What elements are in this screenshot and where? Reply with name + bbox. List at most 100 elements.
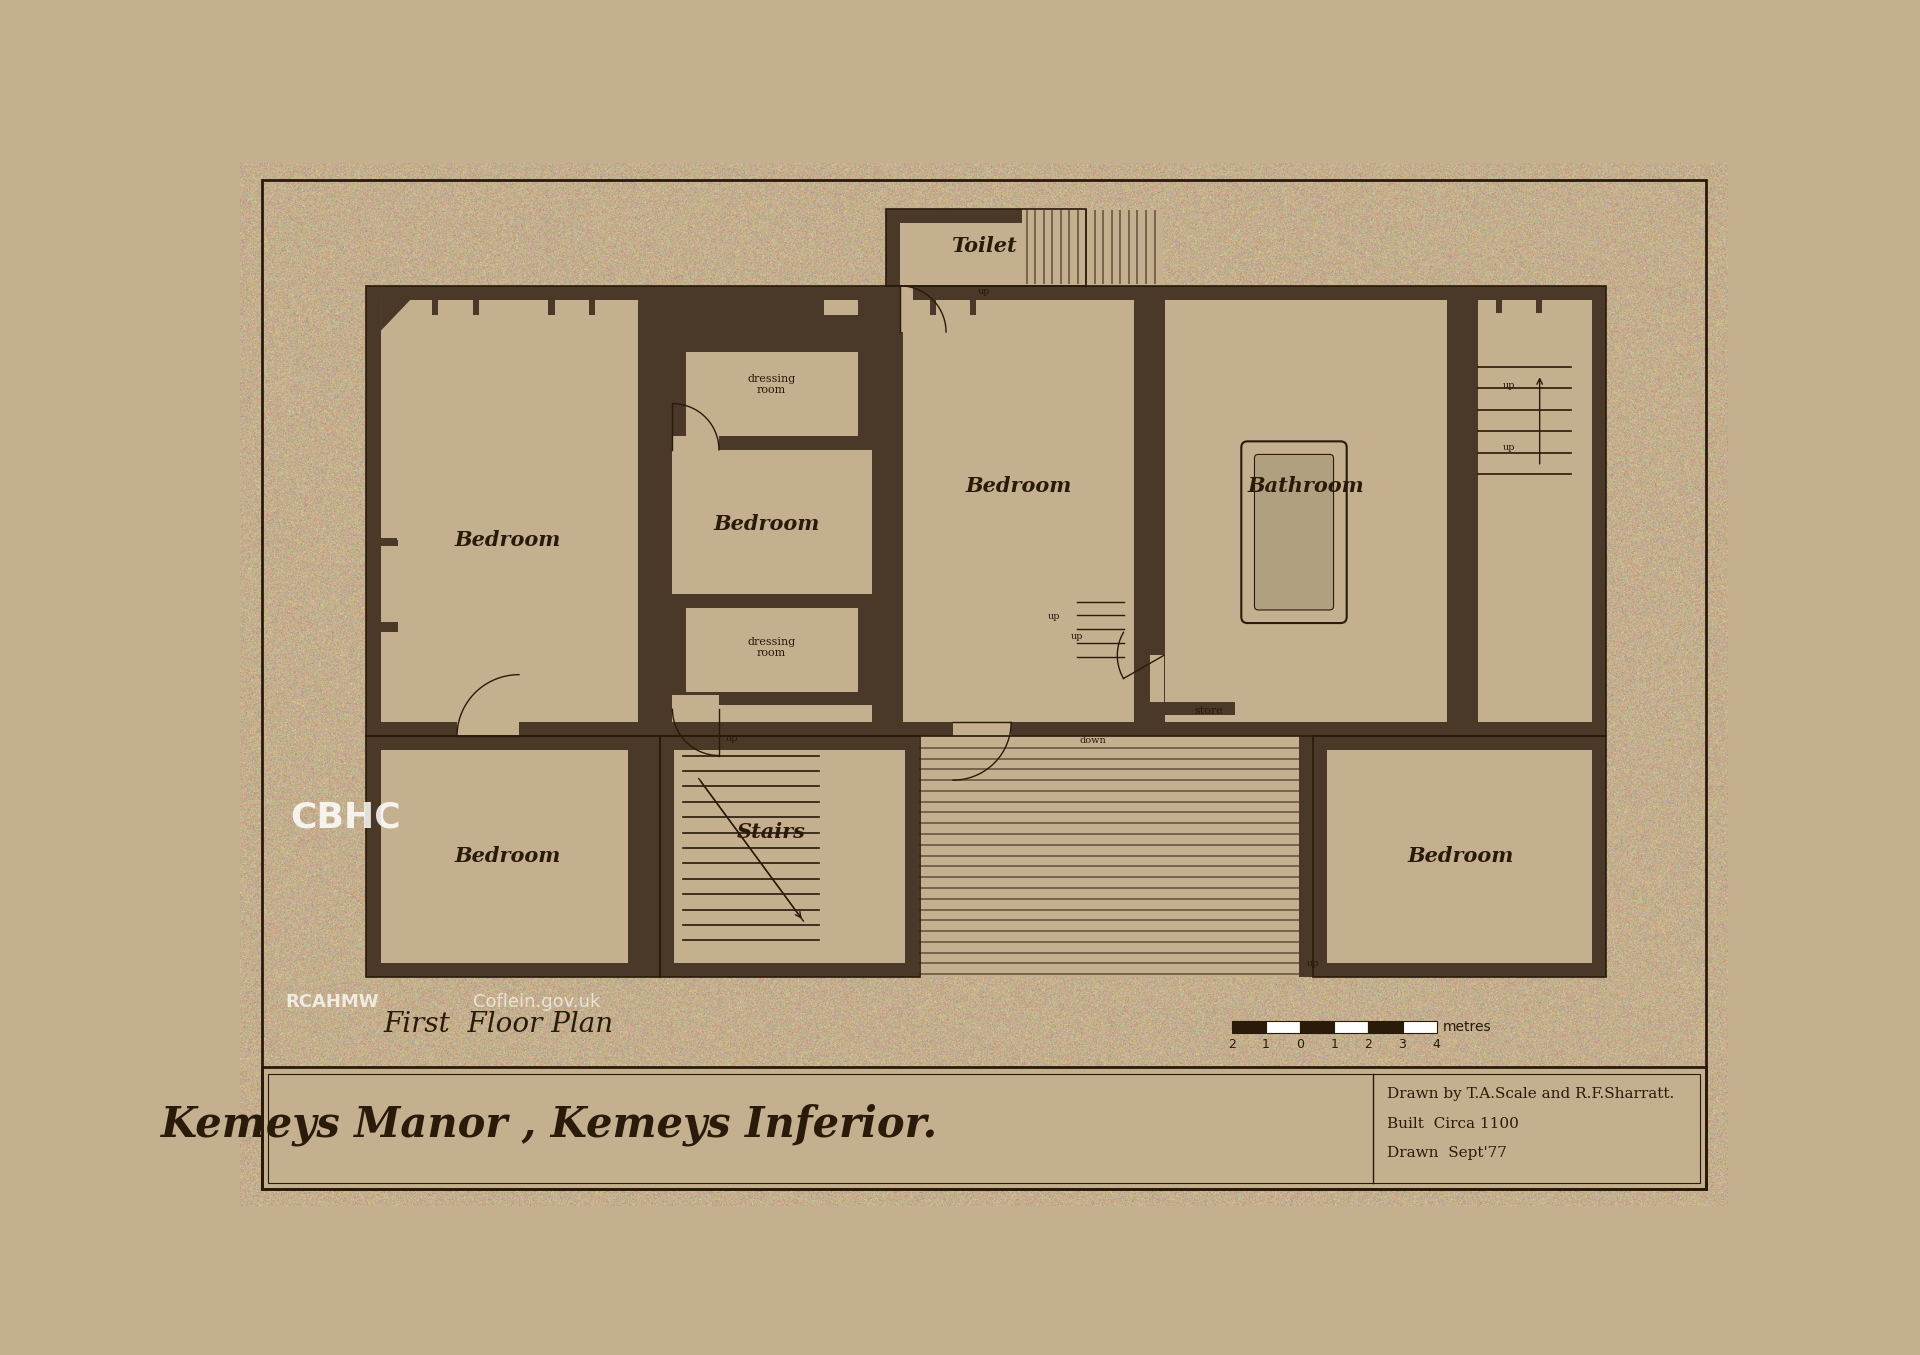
Bar	[929, 286, 975, 316]
Bar	[818, 286, 864, 316]
Bar	[935, 299, 970, 316]
Bar	[659, 299, 672, 736]
Text: Kemeys Manor , Kemeys Inferior.: Kemeys Manor , Kemeys Inferior.	[161, 1104, 939, 1146]
Bar	[672, 339, 872, 722]
Bar	[1313, 736, 1605, 977]
Bar	[900, 286, 914, 332]
Bar	[672, 691, 872, 706]
Bar	[380, 751, 628, 963]
Text: Bedroom: Bedroom	[455, 846, 561, 866]
Bar	[261, 1068, 1707, 1188]
Bar	[904, 299, 1135, 722]
Bar	[672, 436, 872, 450]
Bar	[1478, 299, 1592, 722]
Text: up: up	[1503, 443, 1515, 453]
Text: dressing
room: dressing room	[747, 374, 795, 396]
Bar	[380, 299, 637, 722]
Bar	[549, 286, 595, 316]
Bar	[1150, 656, 1164, 702]
Bar	[1463, 299, 1478, 736]
Text: 3: 3	[1398, 1038, 1407, 1051]
Text: metres: metres	[1442, 1020, 1492, 1034]
Bar	[432, 286, 478, 316]
Bar	[365, 736, 660, 977]
Bar	[1233, 1022, 1265, 1034]
Bar	[1135, 702, 1150, 736]
Text: Bedroom: Bedroom	[1407, 846, 1513, 866]
Bar	[1265, 1022, 1300, 1034]
Text: up: up	[1048, 612, 1060, 622]
Text: Stairs: Stairs	[737, 822, 804, 843]
Text: up: up	[726, 734, 739, 743]
Bar	[904, 736, 920, 977]
Bar	[824, 299, 858, 316]
Bar	[952, 722, 1012, 736]
Bar	[555, 299, 589, 316]
Text: 4: 4	[1432, 1038, 1440, 1051]
Bar	[904, 736, 1313, 977]
Bar	[365, 286, 1605, 736]
Bar	[1135, 702, 1235, 715]
Bar	[1327, 751, 1592, 963]
Text: CBHC: CBHC	[290, 799, 401, 835]
Bar	[1021, 209, 1164, 286]
Text: Bedroom: Bedroom	[714, 515, 820, 534]
Bar	[674, 751, 904, 963]
Text: 1: 1	[1331, 1038, 1338, 1051]
Bar	[887, 339, 904, 722]
Text: down: down	[1079, 736, 1106, 745]
Text: up: up	[1503, 381, 1515, 390]
Text: RCAHMW: RCAHMW	[284, 993, 378, 1011]
Text: Bathroom: Bathroom	[1248, 476, 1363, 496]
Text: dressing
room: dressing room	[747, 637, 795, 659]
Bar	[365, 736, 660, 977]
Bar	[672, 339, 687, 450]
Text: up: up	[1071, 631, 1083, 641]
Bar	[687, 607, 858, 691]
Text: 1: 1	[1261, 1038, 1269, 1051]
Bar	[672, 593, 872, 607]
Bar	[672, 339, 872, 352]
Bar	[904, 625, 1135, 722]
Bar	[858, 339, 872, 450]
Text: up: up	[1308, 959, 1319, 967]
Text: Toilet: Toilet	[950, 236, 1018, 256]
Text: Bedroom: Bedroom	[966, 476, 1071, 496]
Bar	[1334, 1022, 1369, 1034]
Text: 0: 0	[1296, 1038, 1304, 1051]
Bar	[660, 736, 920, 977]
Bar	[261, 1068, 1707, 1188]
Bar	[1496, 286, 1542, 313]
Bar	[672, 593, 687, 706]
Text: Drawn  Sept'77: Drawn Sept'77	[1386, 1146, 1507, 1160]
Bar	[885, 209, 1085, 286]
Bar	[269, 1073, 1699, 1183]
FancyBboxPatch shape	[1254, 454, 1334, 610]
Bar	[858, 593, 872, 706]
FancyBboxPatch shape	[1242, 442, 1346, 623]
Polygon shape	[380, 299, 411, 331]
Bar	[365, 539, 397, 633]
Bar	[672, 695, 718, 709]
Bar	[438, 299, 472, 316]
Bar	[885, 209, 1085, 286]
Bar	[1150, 299, 1165, 736]
Bar	[1135, 722, 1235, 736]
Bar	[365, 538, 397, 629]
Text: Built  Circa 1100: Built Circa 1100	[1386, 1117, 1519, 1130]
Bar	[380, 546, 397, 622]
Bar	[1369, 1022, 1402, 1034]
Bar	[1402, 1022, 1436, 1034]
Bar	[1300, 1022, 1334, 1034]
Bar	[1501, 299, 1536, 313]
Bar	[687, 352, 858, 436]
Bar	[1165, 299, 1446, 722]
Text: Bedroom: Bedroom	[455, 530, 561, 550]
Text: Coflein.gov.uk: Coflein.gov.uk	[472, 993, 599, 1011]
Text: up: up	[977, 287, 991, 297]
Text: Drawn by T.A.Scale and R.F.Sharratt.: Drawn by T.A.Scale and R.F.Sharratt.	[1386, 1087, 1674, 1102]
Bar	[1313, 736, 1605, 977]
Bar	[659, 722, 1135, 736]
Bar	[900, 222, 1071, 286]
Bar	[1300, 736, 1313, 977]
